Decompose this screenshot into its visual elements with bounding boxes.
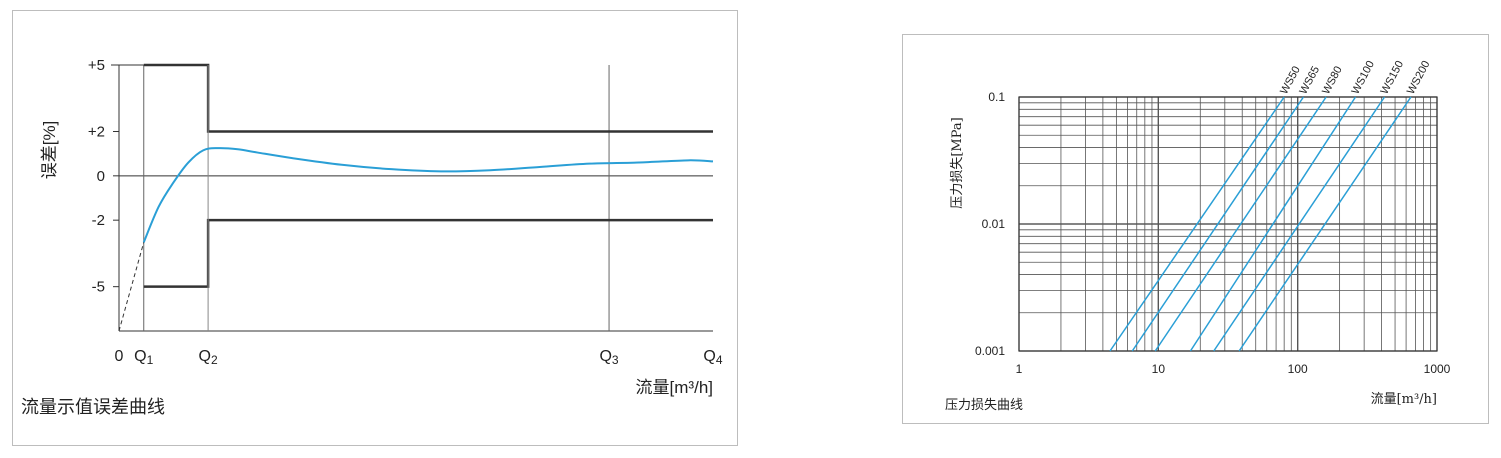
x-tick-main: Q <box>199 348 211 365</box>
y-tick-label: 0 <box>97 168 105 185</box>
x-tick-label: 1000 <box>1424 362 1451 376</box>
y-axis-label: 压力损失[MPa] <box>950 117 965 208</box>
series-line-ws50 <box>1109 96 1285 352</box>
series-label-ws100: WS100 <box>1350 59 1378 96</box>
x-tick-label: Q3 <box>599 348 618 367</box>
y-tick-label: 0.001 <box>975 344 1005 358</box>
y-tick-label: -5 <box>92 279 105 296</box>
x-tick-label: Q1 <box>134 348 153 367</box>
x-tick-subscript: 1 <box>147 353 154 367</box>
extrapolation-dashed-line <box>118 242 145 332</box>
x-axis-label: 流量[m³/h] <box>1371 392 1437 407</box>
y-tick-label: 0.1 <box>988 90 1005 104</box>
error-curve-panel: +5 +2 0 -2 -5 0 Q1 Q2 Q3 Q4 流量[m³/h] 误差[%] 流量示值误差曲线 <box>12 10 738 446</box>
series-label-ws200: WS200 <box>1405 59 1433 96</box>
x-tick-main: Q <box>599 348 611 365</box>
upper-limit-line <box>143 63 713 133</box>
x-tick-main: Q <box>134 348 146 365</box>
x-tick-label: 10 <box>1152 362 1166 376</box>
series-label-ws80: WS80 <box>1320 64 1345 96</box>
x-tick-main: 0 <box>115 348 124 365</box>
x-tick-label: 1 <box>1016 362 1023 376</box>
lower-limit-line <box>143 218 713 288</box>
plot-frame <box>1018 96 1438 352</box>
y-tick-label: +5 <box>88 57 105 74</box>
series-line-ws200 <box>1238 96 1412 352</box>
y-tick-label: 0.01 <box>982 217 1006 231</box>
x-tick-label: Q4 <box>703 348 722 367</box>
x-tick-subscript: 4 <box>716 353 723 367</box>
x-axis-label: 流量[m³/h] <box>636 378 713 397</box>
series-label-ws150: WS150 <box>1379 59 1407 96</box>
series-line-ws80 <box>1154 96 1327 352</box>
x-tick-label: 100 <box>1288 362 1308 376</box>
chart-title: 压力损失曲线 <box>945 398 1023 413</box>
y-axis-label: 误差[%] <box>40 121 59 180</box>
x-tick-label: 0 <box>115 348 124 365</box>
y-tick-label: -2 <box>92 212 105 229</box>
x-tick-subscript: 3 <box>612 353 619 367</box>
series-line-ws65 <box>1131 96 1305 352</box>
y-tick-label: +2 <box>88 124 105 141</box>
error-curve-series <box>142 147 714 243</box>
x-tick-subscript: 2 <box>211 353 218 367</box>
x-tick-main: Q <box>703 348 715 365</box>
chart-title: 流量示值误差曲线 <box>21 397 165 418</box>
x-tick-label: Q2 <box>199 348 218 367</box>
series-line-ws100 <box>1189 96 1357 352</box>
pressure-loss-panel: WS50 WS65 WS80 WS100 WS150 WS200 1 10 100 1000 0.1… <box>902 34 1489 424</box>
series-line-ws150 <box>1213 96 1386 352</box>
